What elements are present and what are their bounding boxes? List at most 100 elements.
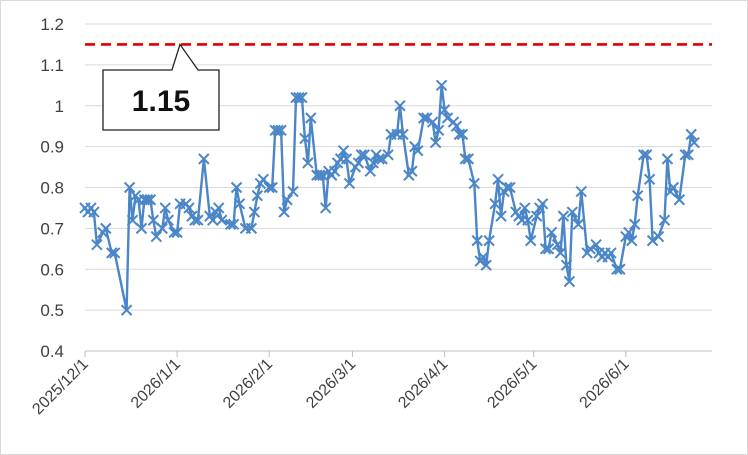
data-point-marker [168,226,180,239]
x-tick-label: 2026/4/1 [395,356,451,412]
marker-stroke [314,169,326,181]
data-point-marker [640,149,653,161]
marker-stroke [453,128,466,141]
data-point-marker [352,157,365,169]
data-point-marker [305,112,317,124]
data-point-marker [421,112,433,124]
x-axis: 2025/12/1 2026/1/1 2026/2/1 2026/3/1 2026/4/… [29,350,712,418]
marker-stroke [394,100,406,112]
data-point-marker [159,202,171,214]
marker-stroke [248,206,261,218]
marker-stroke [88,206,100,218]
data-point-marker [501,181,513,194]
marker-stroke [483,234,495,247]
data-point-marker [629,218,641,230]
data-point-marker [522,214,534,226]
data-point-marker [397,128,409,141]
data-point-marker [141,194,154,206]
y-tick-label: 1.2 [40,15,64,34]
marker-stroke [275,124,287,136]
data-point-marker [123,181,136,194]
marker-stroke [522,214,534,226]
marker-stroke [611,263,623,275]
marker-stroke [471,234,483,247]
marker-stroke [685,128,697,141]
x-tick-label: 2026/6/1 [577,356,633,412]
data-point-marker [418,112,430,124]
marker-stroke [495,210,507,222]
data-point-marker [299,132,311,145]
marker-stroke [536,198,549,210]
data-point-marker [126,214,139,226]
marker-stroke [192,214,204,226]
marker-stroke [302,157,314,169]
marker-stroke [337,145,350,157]
marker-stroke [563,275,576,288]
marker-stroke [215,214,228,226]
marker-stroke [406,165,418,177]
gridlines [85,23,712,311]
marker-stroke [189,214,201,226]
data-point-marker [637,149,650,161]
marker-stroke [352,157,365,169]
data-point-marker [525,234,537,247]
data-point-marker [456,128,469,141]
data-point-marker [536,198,549,210]
data-point-marker [572,218,584,230]
marker-stroke [530,210,543,222]
data-point-marker [198,153,210,165]
marker-stroke [328,165,341,177]
marker-stroke [605,247,617,259]
marker-stroke [688,136,700,149]
marker-stroke [525,234,537,247]
marker-stroke [501,181,513,194]
marker-stroke [144,194,157,206]
series-group [79,79,700,316]
marker-stroke [109,247,121,259]
marker-stroke [468,177,480,190]
data-point-marker [661,153,674,165]
marker-stroke [679,149,691,161]
data-point-marker [106,247,118,259]
data-point-marker [539,243,552,255]
marker-stroke [263,181,275,194]
marker-stroke [661,153,674,165]
data-point-marker [626,234,638,247]
marker-stroke [614,263,626,275]
marker-stroke [572,218,584,230]
marker-stroke [477,251,489,263]
marker-stroke [584,243,596,255]
marker-stroke [141,194,154,206]
marker-stroke [317,169,329,181]
marker-stroke [667,181,680,194]
marker-stroke [640,149,653,161]
marker-stroke [376,153,388,165]
data-point-marker [147,214,160,226]
data-point-marker [144,194,157,206]
data-point-marker [575,185,587,198]
marker-stroke [560,259,573,271]
data-point-marker [230,181,243,194]
data-point-marker [257,173,270,186]
marker-stroke [682,149,694,161]
marker-stroke [658,214,671,226]
x-tick-label: 2026/1/1 [128,356,184,412]
data-point-marker [477,251,489,263]
data-point-marker [554,247,567,259]
marker-stroke [233,198,246,210]
data-point-marker [468,177,480,190]
data-point-marker [483,234,495,247]
marker-stroke [183,202,195,214]
y-tick-label: 1 [55,97,64,116]
y-tick-label: 0.7 [40,219,64,238]
marker-stroke [340,153,353,165]
data-point-marker [358,149,371,161]
marker-stroke [590,239,602,251]
marker-stroke [355,149,368,161]
data-point-marker [340,153,353,165]
marker-stroke [150,230,163,243]
marker-stroke [575,185,587,198]
marker-stroke [504,181,516,194]
marker-stroke [358,149,371,161]
data-point-marker [189,214,201,226]
